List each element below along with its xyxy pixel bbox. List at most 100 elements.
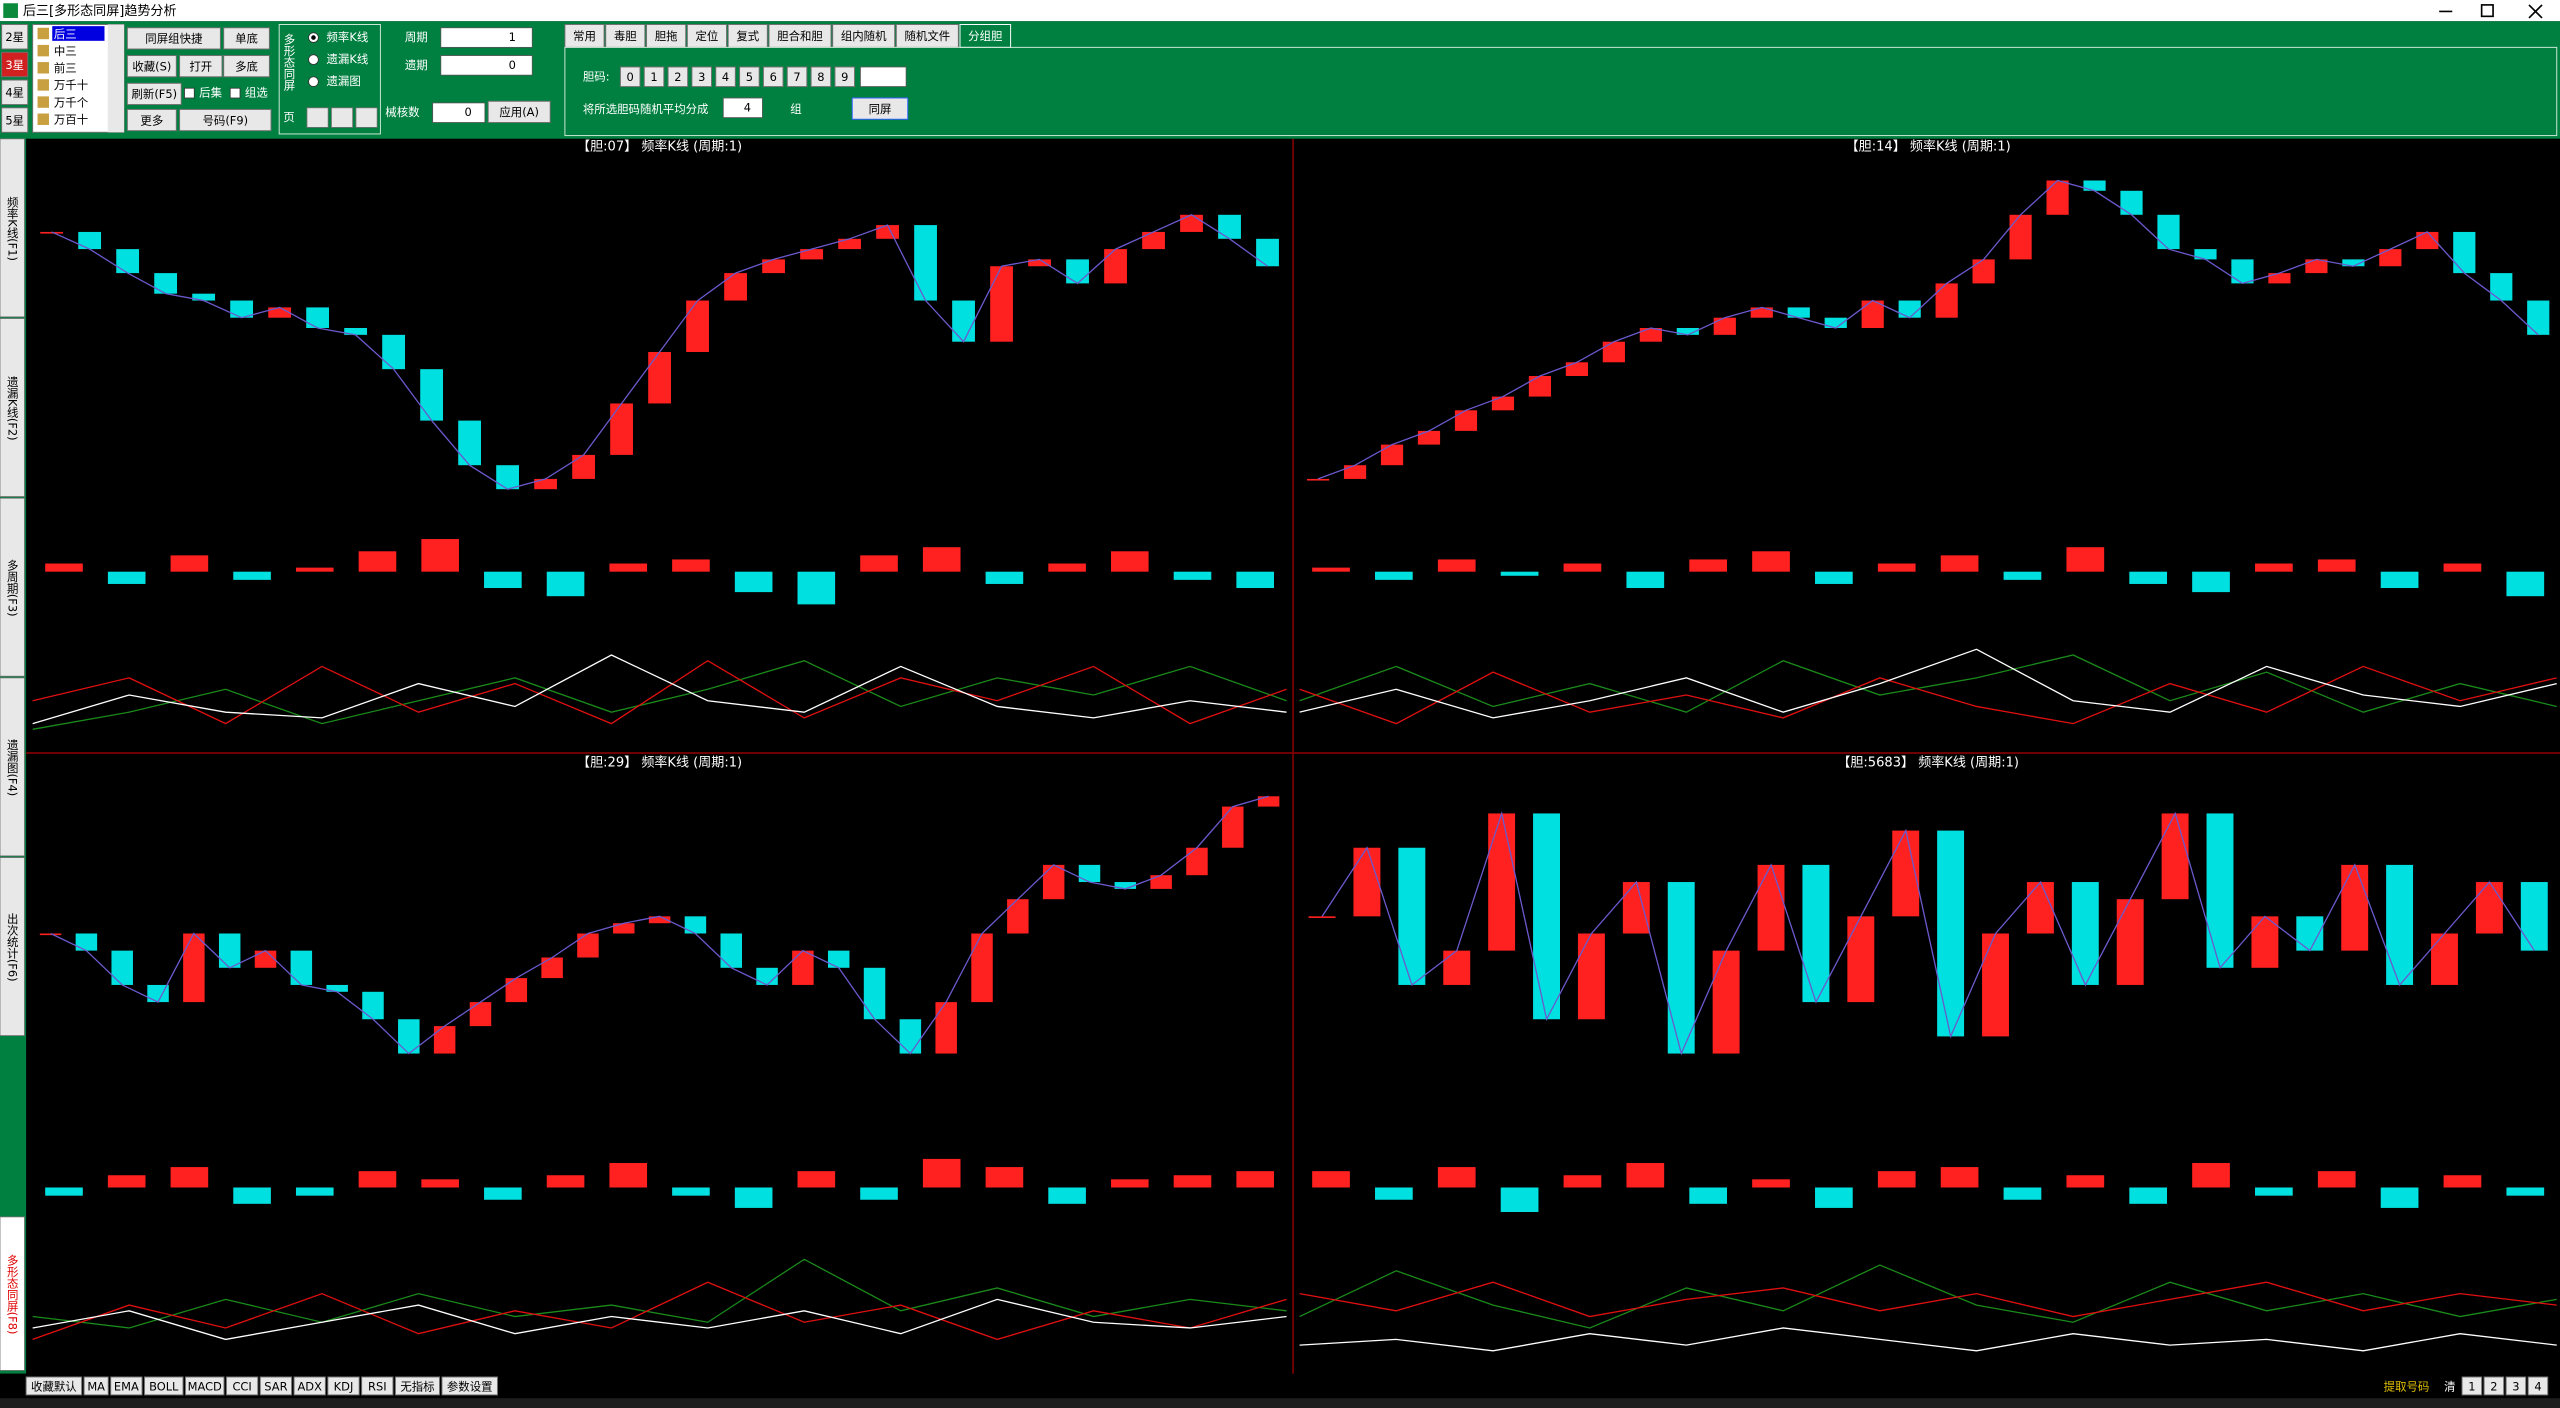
indicator-button[interactable]	[225, 1376, 259, 1396]
candle	[2009, 214, 2032, 260]
radio[interactable]	[308, 54, 319, 65]
input[interactable]	[440, 55, 533, 76]
indicator-button[interactable]	[184, 1376, 225, 1396]
chart-title: 【胆:14】 频率K线 (周期:1)	[1846, 139, 2011, 155]
side-tab[interactable]	[0, 677, 25, 857]
star-button[interactable]	[1, 51, 29, 78]
digit-button[interactable]	[810, 66, 832, 88]
page-button[interactable]	[2527, 1376, 2549, 1396]
star-button[interactable]	[1, 107, 29, 133]
candle	[420, 369, 444, 421]
tool-button[interactable]	[126, 27, 221, 50]
indicator-button[interactable]	[327, 1376, 360, 1396]
tool-button[interactable]	[126, 82, 182, 106]
close-button[interactable]	[2528, 4, 2543, 19]
candle	[541, 957, 563, 979]
apply-button[interactable]	[487, 100, 551, 123]
digit-button-label: 4	[722, 70, 729, 84]
digit-button[interactable]	[619, 66, 641, 88]
oscillator-bar	[985, 571, 1024, 584]
page-button[interactable]	[2505, 1376, 2527, 1396]
digit-button[interactable]	[643, 66, 665, 88]
input[interactable]	[722, 97, 763, 119]
oscillator-bar	[860, 555, 898, 572]
tool-button[interactable]	[179, 55, 223, 78]
oscillator-bar	[421, 539, 459, 572]
oscillator-bar	[421, 1179, 459, 1188]
indicator-button[interactable]	[441, 1376, 498, 1396]
candle	[1491, 396, 1515, 411]
candle	[1042, 864, 1065, 900]
digit-button[interactable]	[834, 66, 856, 88]
candle	[268, 307, 292, 318]
oscillator-bar	[107, 571, 146, 584]
checkbox[interactable]	[229, 87, 241, 99]
page-button[interactable]	[2483, 1376, 2505, 1396]
side-tab[interactable]	[0, 857, 25, 1036]
nav-button[interactable]	[355, 107, 378, 128]
tool-button[interactable]	[126, 108, 177, 132]
star-button[interactable]	[1, 79, 29, 106]
checkbox[interactable]	[184, 87, 195, 99]
same-screen-button[interactable]	[851, 97, 909, 120]
field-label: 周期	[405, 30, 428, 44]
candle	[1380, 444, 1404, 466]
tool-button-label: 收藏(S)	[132, 59, 171, 73]
nav-button[interactable]	[331, 107, 354, 128]
indicator-button[interactable]	[25, 1376, 83, 1396]
oscillator-bar	[1173, 571, 1212, 580]
digit-button[interactable]	[667, 66, 689, 88]
indicator-button[interactable]	[110, 1376, 143, 1396]
tool-button-label: 同屏组快捷	[145, 32, 203, 46]
digit-button[interactable]	[739, 66, 760, 88]
digit-button[interactable]	[786, 66, 808, 88]
oscillator-bar	[233, 571, 271, 580]
indicator-button[interactable]	[293, 1376, 326, 1396]
mode-group	[278, 24, 381, 135]
radio[interactable]	[308, 76, 319, 87]
tab-label: 胆拖	[655, 29, 678, 43]
star-button[interactable]	[1, 24, 29, 50]
star-button-label: 3星	[5, 58, 24, 72]
nav-button[interactable]	[306, 107, 329, 128]
side-tab[interactable]	[0, 1216, 25, 1371]
dropdown[interactable]	[860, 66, 907, 87]
side-tab[interactable]	[0, 138, 25, 318]
candle	[306, 307, 330, 328]
candle	[1114, 882, 1137, 889]
digit-button[interactable]	[762, 66, 784, 88]
restore-button[interactable]	[2480, 4, 2494, 18]
oscillator-bar	[1236, 571, 1274, 589]
indicator-button[interactable]	[259, 1376, 293, 1396]
tool-button[interactable]	[126, 55, 177, 78]
side-tab-label: 多形态同屏(F8)	[6, 1254, 20, 1335]
unit-label: 组	[790, 102, 801, 116]
input[interactable]	[432, 102, 486, 123]
indicator-button[interactable]	[144, 1376, 184, 1396]
input[interactable]	[440, 27, 533, 48]
side-tab[interactable]	[0, 497, 25, 677]
indicator-button[interactable]	[394, 1376, 440, 1396]
oscillator-bar	[2317, 559, 2356, 572]
oscillator-bar	[2066, 1175, 2105, 1188]
side-tab-label: 多周期(F3)	[6, 559, 20, 617]
tool-button[interactable]	[223, 27, 270, 50]
candle	[2206, 813, 2234, 968]
side-tab[interactable]	[0, 318, 25, 497]
oscillator-bar	[672, 559, 710, 572]
digit-button[interactable]	[715, 66, 736, 88]
candle	[116, 249, 140, 274]
tool-button[interactable]	[179, 108, 272, 132]
candle	[75, 933, 98, 951]
digit-button[interactable]	[691, 66, 712, 88]
candle	[382, 334, 406, 370]
tool-button[interactable]	[223, 55, 270, 78]
digit-button-label: 5	[746, 70, 753, 84]
indicator-button-label: MA	[87, 1379, 105, 1393]
oscillator-bar	[860, 1187, 898, 1200]
indicator-button[interactable]	[361, 1376, 394, 1396]
candle	[1757, 864, 1785, 951]
page-button[interactable]	[2461, 1376, 2483, 1396]
indicator-button[interactable]	[83, 1376, 109, 1396]
digit-button-label: 8	[817, 70, 824, 84]
